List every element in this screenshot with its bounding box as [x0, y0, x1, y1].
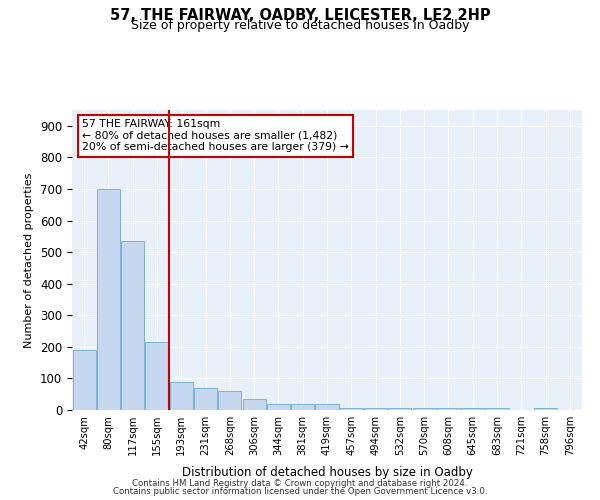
Bar [534, 408, 557, 410]
Bar [145, 342, 169, 410]
Text: Size of property relative to detached houses in Oadby: Size of property relative to detached ho… [131, 19, 469, 32]
Bar [461, 408, 484, 410]
Text: 57, THE FAIRWAY, OADBY, LEICESTER, LE2 2HP: 57, THE FAIRWAY, OADBY, LEICESTER, LE2 2… [110, 8, 490, 22]
Bar [218, 391, 241, 410]
Bar [97, 189, 120, 410]
Y-axis label: Number of detached properties: Number of detached properties [25, 172, 34, 348]
Text: Contains HM Land Registry data © Crown copyright and database right 2024.: Contains HM Land Registry data © Crown c… [132, 478, 468, 488]
Bar [388, 408, 412, 410]
Bar [340, 408, 363, 410]
Bar [316, 404, 338, 410]
Bar [364, 408, 387, 410]
Bar [121, 241, 144, 410]
Bar [242, 399, 266, 410]
X-axis label: Distribution of detached houses by size in Oadby: Distribution of detached houses by size … [182, 466, 472, 479]
Bar [73, 350, 95, 410]
Bar [267, 404, 290, 410]
Bar [437, 408, 460, 410]
Text: 57 THE FAIRWAY: 161sqm
← 80% of detached houses are smaller (1,482)
20% of semi-: 57 THE FAIRWAY: 161sqm ← 80% of detached… [82, 119, 349, 152]
Bar [170, 382, 193, 410]
Bar [485, 408, 509, 410]
Text: Contains public sector information licensed under the Open Government Licence v3: Contains public sector information licen… [113, 487, 487, 496]
Bar [413, 408, 436, 410]
Bar [291, 404, 314, 410]
Bar [194, 388, 217, 410]
